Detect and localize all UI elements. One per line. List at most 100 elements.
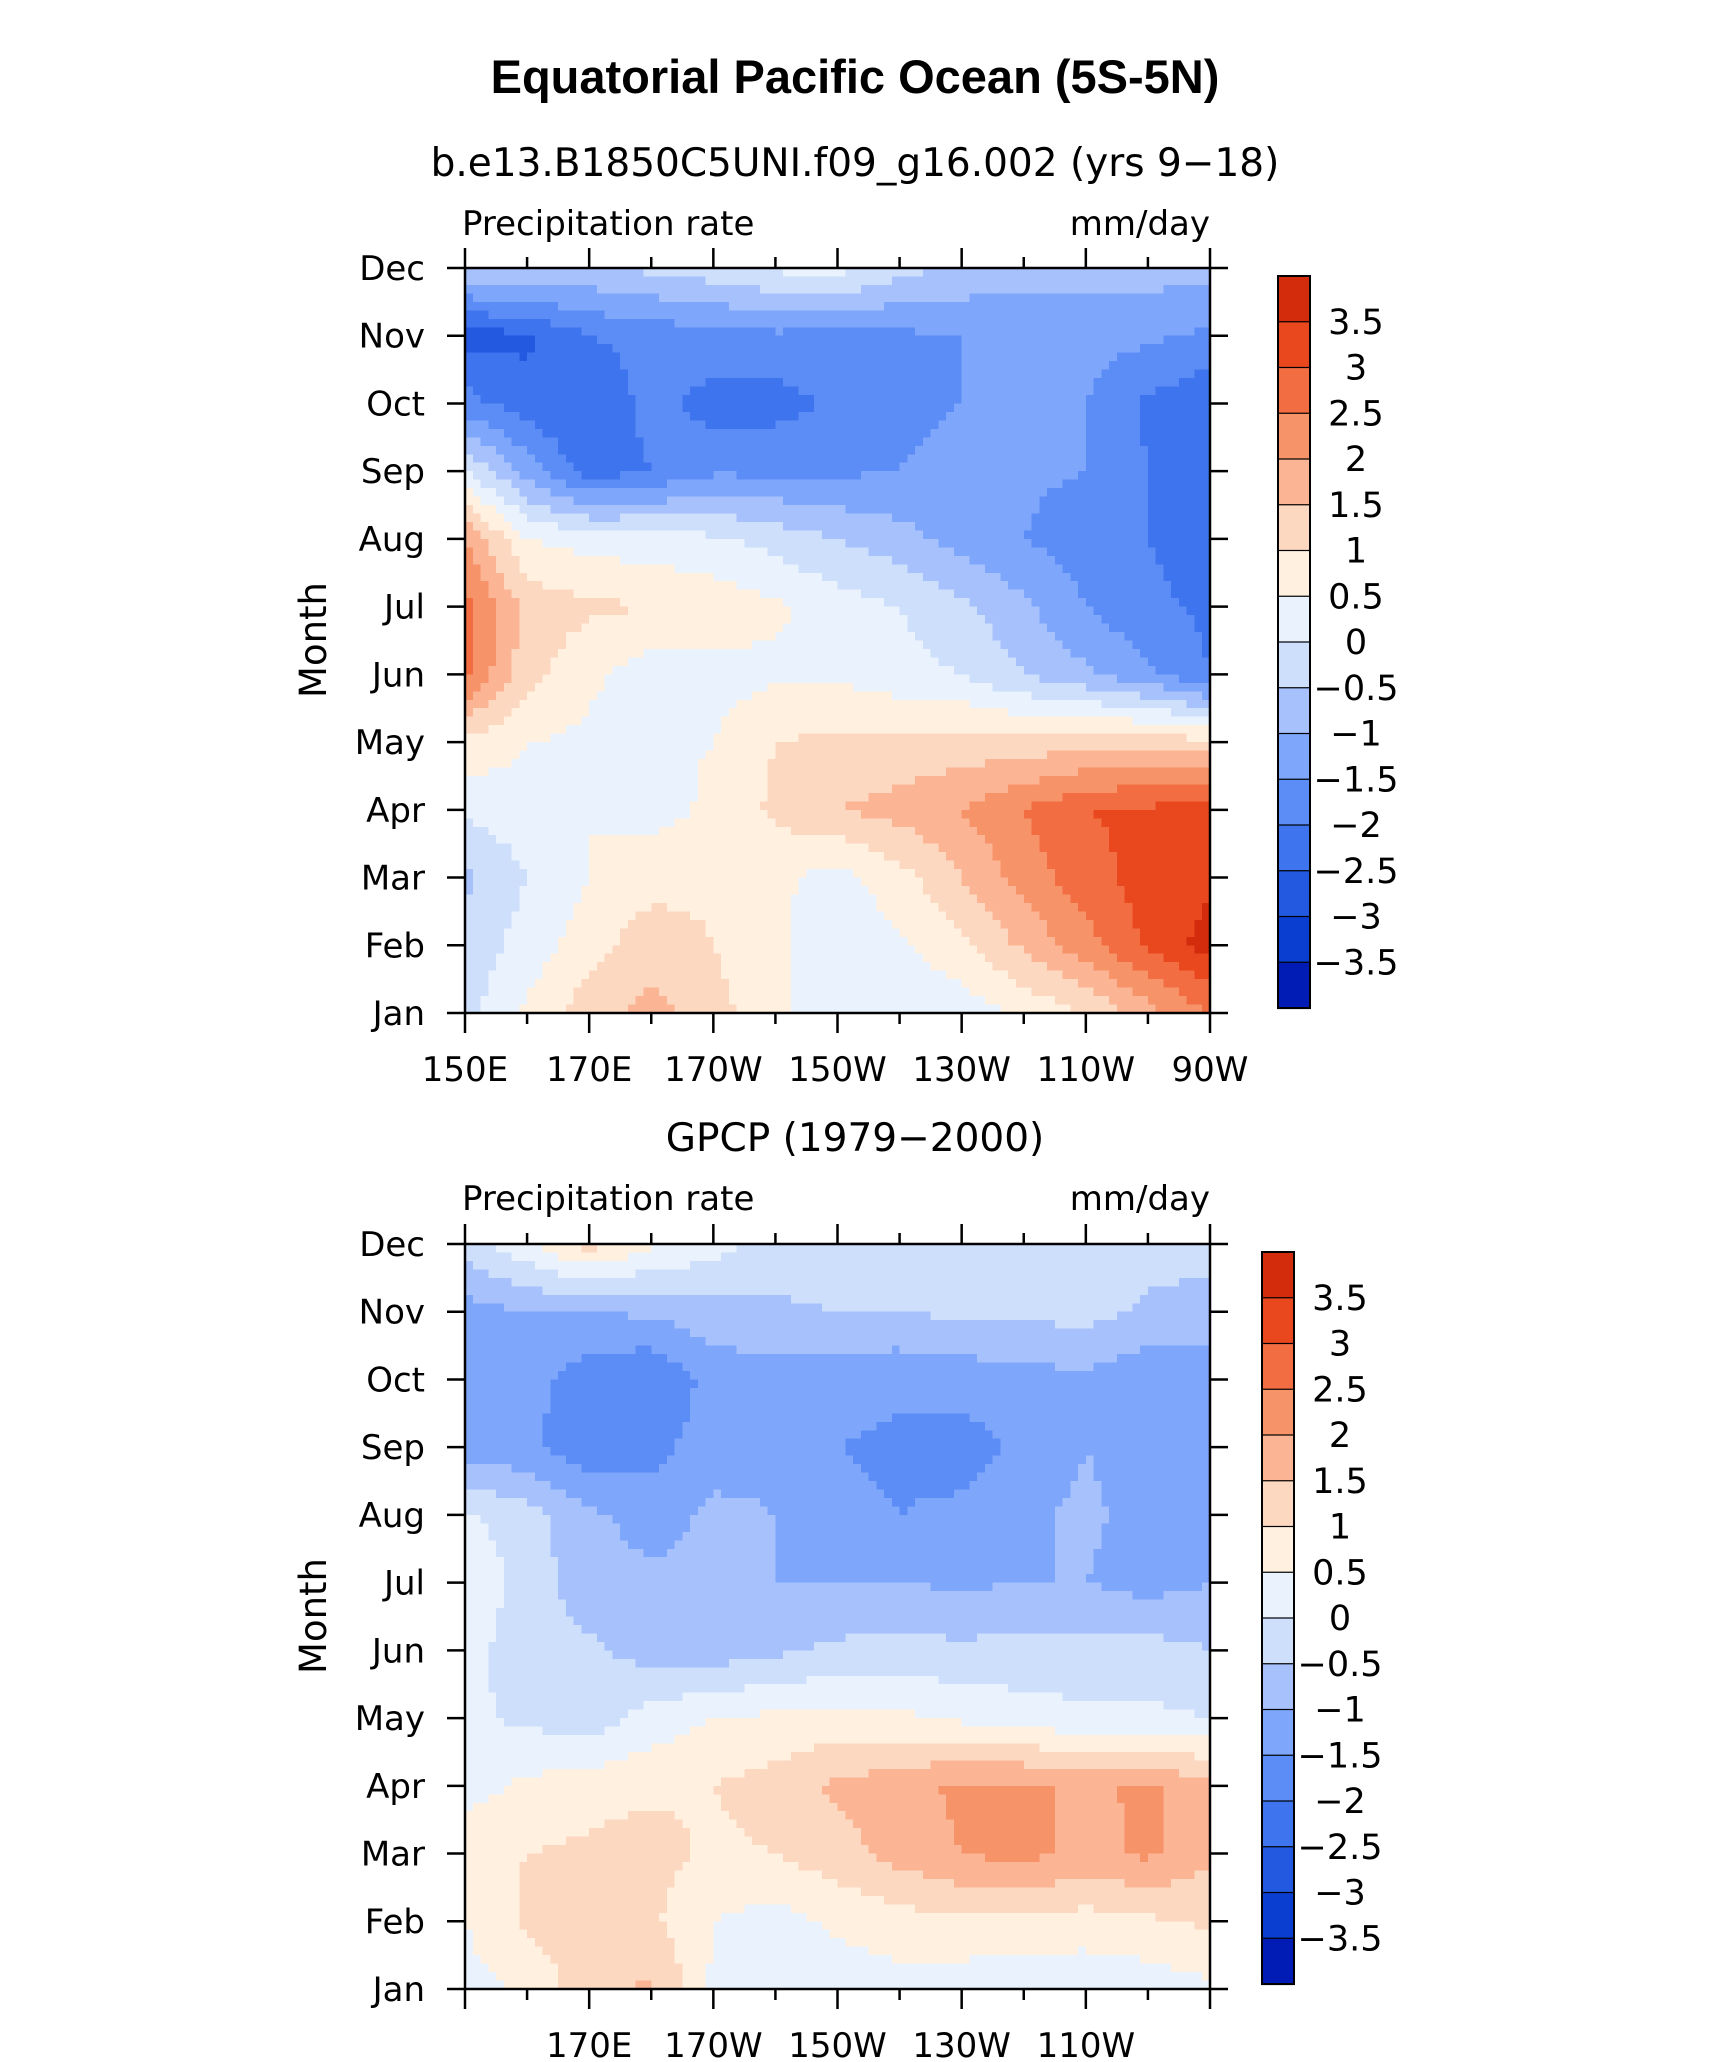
contour-cell <box>798 496 808 506</box>
contour-cell <box>1101 555 1110 565</box>
contour-cell <box>876 284 885 294</box>
contour-cell <box>1155 318 1165 328</box>
contour-cell <box>534 310 544 320</box>
contour-cell <box>581 648 590 659</box>
contour-cell <box>511 521 520 532</box>
contour-cell <box>472 648 482 659</box>
contour-cell <box>907 564 916 574</box>
contour-cell <box>868 555 877 565</box>
contour-cell <box>790 589 800 599</box>
contour-cell <box>581 640 590 650</box>
contour-cell <box>1155 581 1165 591</box>
contour-cell <box>511 598 520 608</box>
contour-cell <box>558 378 567 388</box>
contour-cell <box>705 268 714 278</box>
contour-cell <box>767 623 777 633</box>
contour-cell <box>465 513 474 523</box>
contour-cell <box>527 564 536 574</box>
contour-cell <box>752 513 761 523</box>
contour-cell <box>1116 479 1126 489</box>
contour-cell <box>565 386 575 396</box>
contour-cell <box>558 284 567 294</box>
contour-cell <box>565 293 575 303</box>
contour-cell <box>1023 648 1033 659</box>
contour-cell <box>682 674 691 684</box>
contour-cell <box>1062 674 1071 684</box>
contour-cell <box>829 513 839 523</box>
contour-cell <box>697 615 707 625</box>
contour-cell <box>876 293 885 303</box>
contour-cell <box>472 284 482 294</box>
contour-cell <box>550 411 559 421</box>
contour-cell <box>542 521 551 532</box>
contour-cell <box>534 606 544 616</box>
contour-cell <box>992 632 1002 642</box>
contour-cell <box>1116 598 1126 608</box>
contour-cell <box>744 369 753 379</box>
contour-cell <box>783 394 792 405</box>
contour-cell <box>806 462 815 472</box>
contour-cell <box>612 657 621 667</box>
contour-cell <box>767 268 777 278</box>
contour-cell <box>1178 623 1188 633</box>
contour-cell <box>1031 623 1040 633</box>
contour-cell <box>798 276 808 286</box>
contour-cell <box>1000 378 1009 388</box>
contour-cell <box>659 589 668 599</box>
contour-cell <box>798 530 808 540</box>
contour-cell <box>503 411 513 421</box>
contour-cell <box>1031 564 1040 574</box>
contour-cell <box>511 640 520 650</box>
contour-cell <box>534 513 544 523</box>
contour-cell <box>767 538 777 548</box>
contour-cell <box>829 691 839 701</box>
contour-cell <box>480 437 489 447</box>
contour-cell <box>1186 445 1196 455</box>
contour-cell <box>938 293 947 303</box>
contour-cell <box>627 699 637 709</box>
contour-cell <box>1155 479 1165 489</box>
contour-cell <box>1000 496 1009 506</box>
contour-cell <box>573 454 583 464</box>
contour-cell <box>1194 581 1203 591</box>
contour-cell <box>1140 403 1149 413</box>
contour-cell <box>511 691 520 701</box>
contour-cell <box>790 691 800 701</box>
contour-cell <box>1078 606 1087 616</box>
contour-cell <box>1054 640 1064 650</box>
contour-cell <box>1000 335 1009 345</box>
contour-cell <box>922 488 932 498</box>
contour-cell <box>899 403 908 413</box>
contour-cell <box>899 479 908 489</box>
contour-cell <box>961 411 971 421</box>
contour-cell <box>1008 640 1017 650</box>
contour-cell <box>596 505 606 515</box>
contour-cell <box>946 606 955 616</box>
contour-cell <box>1202 361 1211 371</box>
contour-cell <box>992 276 1002 286</box>
contour-cell <box>1054 564 1064 574</box>
contour-cell <box>977 682 986 692</box>
contour-cell <box>744 530 753 540</box>
contour-cell <box>503 276 513 286</box>
contour-cell <box>705 682 714 692</box>
contour-cell <box>1085 327 1095 337</box>
contour-cell <box>938 411 947 421</box>
contour-cell <box>573 657 583 667</box>
contour-cell <box>1171 284 1180 294</box>
contour-cell <box>480 547 489 557</box>
contour-cell <box>821 310 831 320</box>
contour-cell <box>1147 572 1157 582</box>
contour-cell <box>1093 657 1102 667</box>
contour-cell <box>627 361 637 371</box>
contour-cell <box>1202 394 1211 405</box>
contour-cell <box>480 276 489 286</box>
contour-cell <box>845 665 854 675</box>
contour-cell <box>465 505 474 515</box>
contour-cell <box>1093 581 1102 591</box>
contour-cell <box>814 352 823 362</box>
contour-cell <box>876 268 885 278</box>
contour-cell <box>635 657 645 667</box>
contour-cell <box>853 352 862 362</box>
contour-cell <box>705 513 714 523</box>
